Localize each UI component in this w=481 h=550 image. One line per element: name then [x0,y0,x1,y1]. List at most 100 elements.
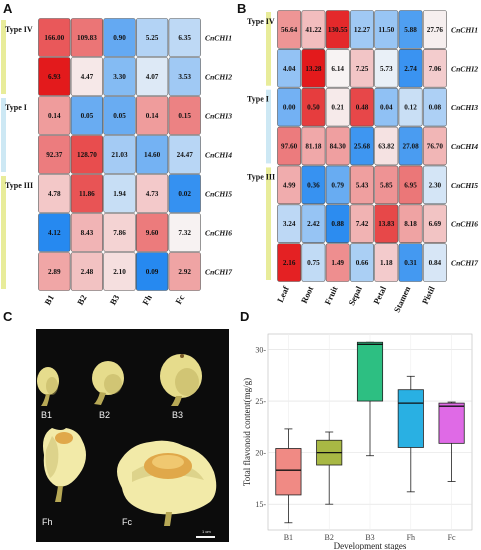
heat-cell [136,135,169,174]
heat-cell-value: 0.48 [356,104,369,112]
heat-cell-value: 13.83 [378,220,395,228]
column-label: Root [299,285,316,305]
type-label-2: Type I [5,103,27,112]
heat-cell-value: 0.04 [380,104,393,112]
photo-label-b2: B2 [99,410,110,420]
heat-cell [325,49,350,88]
heat-cell [168,96,201,135]
flower-photos: B1 B2 B3 Fh Fc 1 cm [36,329,229,542]
heat-cell [103,252,136,291]
y-tick-label: 30- [255,345,266,354]
heat-cell-value: 0.08 [429,104,442,112]
heat-cell-value: 0.21 [331,104,344,112]
gene-label: CnCHI1 [451,25,478,34]
gene-label: CnCHI6 [451,220,478,229]
bud-b3-image [160,354,202,406]
heat-cell [325,243,350,282]
y-tick-label: 25- [255,397,266,406]
heat-cell-value: 5.43 [356,181,369,189]
heat-cell-value: 4.07 [146,73,159,81]
heat-cell-value: 3.30 [113,73,126,81]
heat-cell [277,243,302,282]
heat-cell-value: 2.10 [113,268,126,276]
x-tick-label: B3 [365,533,374,542]
heat-cell-value: 0.79 [331,181,344,189]
heat-cell-value: 0.50 [307,104,320,112]
column-label: Stamen [392,284,413,314]
heat-cell [422,49,447,88]
heat-cell [301,126,326,166]
gene-label: CnCHI5 [205,190,232,199]
gene-label: CnCHI4 [451,142,478,151]
column-label: B2 [75,293,89,307]
heat-cell-value: 3.53 [178,73,191,81]
gene-label: CnCHI3 [205,112,232,121]
heat-cell [38,174,71,213]
heat-cell [168,213,201,252]
gene-label: CnCHI3 [451,103,478,112]
heat-cell [350,165,374,205]
heat-cell [38,252,71,291]
heat-cell [301,87,326,127]
y-tick-label: 15- [255,500,266,509]
heat-cell [350,49,374,88]
heat-cell [136,174,169,213]
gene-label: CnCHI6 [205,229,232,238]
heat-cell [374,49,399,88]
heat-cell-value: 5.85 [380,181,393,189]
flower-fc-image [117,440,217,526]
type-label-1: Type IV [5,25,33,34]
heat-cell [168,135,201,174]
heat-cell-value: 6.35 [178,34,191,42]
heat-cell [103,213,136,252]
heat-cell [325,204,350,243]
heat-cell-value: 0.05 [81,112,94,120]
column-label: B1 [42,293,56,307]
column-label: Leaf [275,285,291,304]
heat-cell [374,87,399,127]
heat-cell-value: 0.88 [331,220,344,228]
heat-cell [422,243,447,282]
x-tick-label: B1 [284,533,293,542]
heat-cell [422,204,447,243]
column-label: B3 [108,293,122,307]
heat-cell-value: 21.03 [111,151,128,159]
type-label-2: Type I [247,95,269,104]
gene-label: CnCHI2 [451,64,478,73]
box-b1 [275,448,302,496]
heat-cell-value: 4.73 [146,190,159,198]
heat-cell-value: 109.83 [77,34,97,42]
heat-cell [38,96,71,135]
heat-cell-value: 2.42 [307,220,320,228]
column-label: Pistil [420,284,437,306]
heat-cell-value: 2.92 [178,268,191,276]
x-axis-title: Development stages [334,541,407,550]
heat-cell-value: 4.78 [48,190,61,198]
heat-cell-value: 7.86 [113,229,126,237]
heat-cell [374,243,399,282]
type-bar-2 [266,89,271,164]
heat-cell [422,87,447,127]
heat-cell-value: 27.08 [402,143,419,151]
heat-cell [103,18,136,57]
heat-cell [325,126,350,166]
bud-b1-image [37,367,59,406]
heat-cell [103,135,136,174]
heat-cell [168,174,201,213]
heat-cell [136,57,169,96]
heat-cell-value: 5.25 [146,34,159,42]
heat-cell-value: 27.76 [427,26,444,34]
heat-cell-value: 0.36 [307,181,320,189]
gene-label: CnCHI2 [205,73,232,82]
heat-cell [70,174,103,213]
heat-cell [301,49,326,88]
heat-cell [350,10,374,49]
heat-cell-value: 3.24 [283,220,296,228]
heat-cell-value: 0.02 [178,190,191,198]
heat-cell-value: 6.95 [404,181,417,189]
heat-cell-value: 0.31 [404,259,417,267]
heat-cell [136,96,169,135]
heat-cell [350,87,374,127]
heat-cell [422,126,447,166]
heat-cell [422,10,447,49]
